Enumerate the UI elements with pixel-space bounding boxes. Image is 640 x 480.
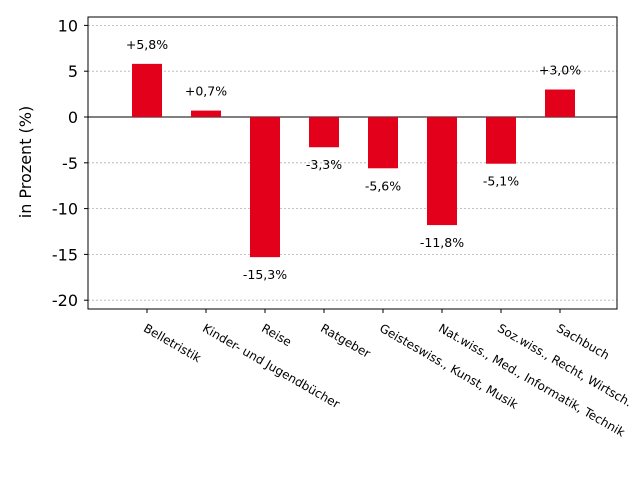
x-tick-label: Reise (259, 321, 294, 349)
y-axis-ticks: 10 5 0 -5 -10 -15 -20 (52, 16, 88, 310)
y-tick-label: -20 (52, 291, 78, 310)
bars (132, 63, 575, 258)
bar (309, 117, 339, 148)
data-label: -15,3% (243, 267, 287, 282)
x-tick-label: Belletristik (141, 321, 203, 365)
data-label: -3,3% (306, 157, 342, 172)
y-tick-label: -5 (62, 154, 78, 173)
data-label: -5,6% (365, 178, 401, 193)
y-tick-label: -15 (52, 245, 78, 264)
data-labels: +5,8% +0,7% -15,3% -3,3% -5,6% -11,8% -5,1% +3,… (126, 37, 581, 282)
bar (191, 110, 221, 117)
bar (427, 117, 457, 226)
y-tick-label: 0 (68, 108, 78, 127)
bar (368, 117, 398, 169)
data-label: -11,8% (420, 235, 464, 250)
bar (132, 63, 162, 117)
data-label: +3,0% (539, 63, 581, 78)
bar (545, 89, 575, 117)
y-tick-label: -10 (52, 200, 78, 219)
x-tick-label: Ratgeber (318, 321, 373, 361)
bar (250, 117, 280, 258)
data-label: +0,7% (185, 84, 227, 99)
data-label: +5,8% (126, 37, 168, 52)
y-tick-label: 10 (58, 16, 78, 35)
y-axis-title: in Prozent (%) (16, 106, 35, 218)
y-tick-label: 5 (68, 62, 78, 81)
data-label: -5,1% (483, 174, 519, 189)
grid-lines (88, 24, 617, 301)
bar (486, 117, 516, 164)
